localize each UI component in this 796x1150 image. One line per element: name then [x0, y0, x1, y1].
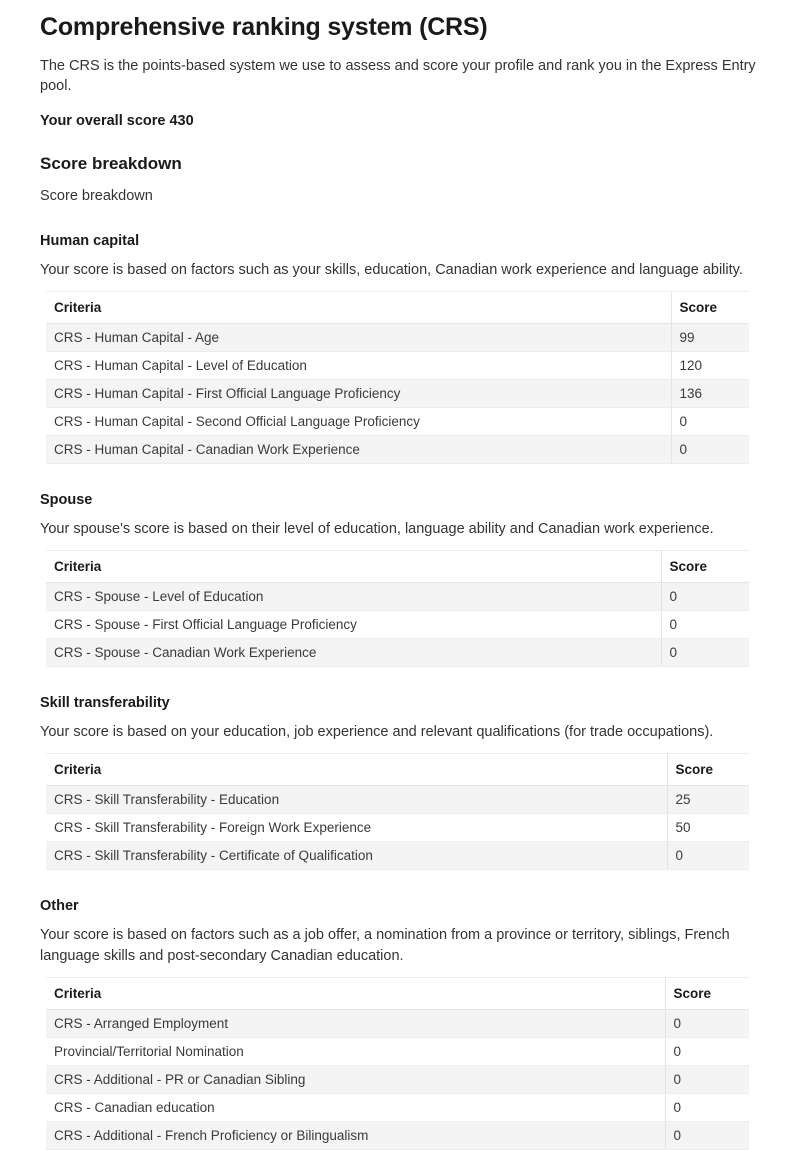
cell-criteria: CRS - Human Capital - Canadian Work Expe… [46, 435, 671, 464]
table-row: CRS - Human Capital - Canadian Work Expe… [46, 435, 749, 464]
cell-criteria: CRS - Human Capital - First Official Lan… [46, 379, 671, 408]
section-description-skill-transferability: Your score is based on your education, j… [40, 724, 714, 740]
cell-criteria: CRS - Spouse - Canadian Work Experience [46, 638, 661, 667]
score-table-human-capital: Criteria Score CRS - Human Capital - Age… [46, 291, 749, 464]
table-row: CRS - Skill Transferability - Foreign Wo… [46, 813, 749, 842]
cell-score: 120 [670, 351, 749, 380]
cell-score: 0 [670, 407, 749, 436]
column-header-criteria: Criteria [46, 753, 667, 786]
section-heading-other: Other [40, 898, 79, 914]
table-row: CRS - Spouse - Level of Education 0 [46, 582, 749, 611]
cell-score: 0 [664, 1065, 749, 1094]
cell-score: 0 [660, 582, 749, 611]
column-header-score: Score [660, 550, 749, 583]
cell-score: 0 [664, 1121, 749, 1150]
table-row: CRS - Spouse - Canadian Work Experience … [46, 638, 749, 667]
table-header-row: Criteria Score [46, 977, 749, 1010]
cell-score: 0 [660, 610, 749, 639]
cell-criteria: CRS - Spouse - First Official Language P… [46, 610, 661, 639]
cell-criteria: CRS - Canadian education [46, 1093, 665, 1122]
column-header-criteria: Criteria [46, 291, 671, 324]
cell-score: 0 [664, 1037, 749, 1066]
section-description-other: Your score is based on factors such as a… [40, 927, 730, 964]
table-row: CRS - Skill Transferability - Certificat… [46, 841, 749, 870]
table-header-row: Criteria Score [46, 291, 749, 324]
section-heading-skill-transferability: Skill transferability [40, 695, 170, 711]
table-row: CRS - Human Capital - Age 99 [46, 323, 749, 352]
column-header-score: Score [670, 291, 749, 324]
column-header-score: Score [664, 977, 749, 1010]
table-row: CRS - Canadian education 0 [46, 1093, 749, 1122]
column-header-criteria: Criteria [46, 550, 661, 583]
table-row: CRS - Spouse - First Official Language P… [46, 610, 749, 639]
table-row: CRS - Human Capital - Second Official La… [46, 407, 749, 436]
score-table-spouse: Criteria Score CRS - Spouse - Level of E… [46, 550, 749, 667]
table-row: CRS - Human Capital - First Official Lan… [46, 379, 749, 408]
cell-score: 50 [666, 813, 749, 842]
page-title: Comprehensive ranking system (CRS) [40, 13, 488, 41]
cell-criteria: CRS - Human Capital - Second Official La… [46, 407, 671, 436]
cell-criteria: CRS - Skill Transferability - Education [46, 785, 667, 814]
column-header-score: Score [666, 753, 749, 786]
score-table-skill-transferability: Criteria Score CRS - Skill Transferabili… [46, 753, 749, 870]
table-row: CRS - Additional - French Proficiency or… [46, 1121, 749, 1150]
table-row: CRS - Human Capital - Level of Education… [46, 351, 749, 380]
cell-criteria: CRS - Skill Transferability - Certificat… [46, 841, 667, 870]
score-breakdown-subheading: Score breakdown [40, 188, 153, 204]
cell-criteria: CRS - Human Capital - Age [46, 323, 671, 352]
table-row: Provincial/Territorial Nomination 0 [46, 1037, 749, 1066]
score-breakdown-heading: Score breakdown [40, 154, 182, 173]
cell-criteria: CRS - Additional - PR or Canadian Siblin… [46, 1065, 665, 1094]
cell-criteria: Provincial/Territorial Nomination [46, 1037, 665, 1066]
column-header-criteria: Criteria [46, 977, 665, 1010]
cell-score: 0 [664, 1093, 749, 1122]
cell-score: 136 [670, 379, 749, 408]
cell-criteria: CRS - Spouse - Level of Education [46, 582, 661, 611]
cell-criteria: CRS - Skill Transferability - Foreign Wo… [46, 813, 667, 842]
section-heading-human-capital: Human capital [40, 233, 140, 249]
table-header-row: Criteria Score [46, 753, 749, 786]
table-row: CRS - Additional - PR or Canadian Siblin… [46, 1065, 749, 1094]
cell-score: 25 [666, 785, 749, 814]
table-header-row: Criteria Score [46, 550, 749, 583]
section-description-spouse: Your spouse's score is based on their le… [40, 521, 714, 537]
intro-paragraph: The CRS is the points-based system we us… [40, 58, 756, 94]
cell-criteria: CRS - Additional - French Proficiency or… [46, 1121, 665, 1150]
overall-score-text: Your overall score 430 [40, 113, 194, 129]
cell-score: 99 [670, 323, 749, 352]
cell-score: 0 [666, 841, 749, 870]
table-row: CRS - Skill Transferability - Education … [46, 785, 749, 814]
cell-criteria: CRS - Human Capital - Level of Education [46, 351, 671, 380]
crs-page: Comprehensive ranking system (CRS) The C… [0, 12, 796, 1150]
score-table-other: Criteria Score CRS - Arranged Employment… [46, 977, 749, 1150]
section-heading-spouse: Spouse [40, 492, 93, 508]
cell-score: 0 [670, 435, 749, 464]
cell-score: 0 [660, 638, 749, 667]
section-description-human-capital: Your score is based on factors such as y… [40, 262, 743, 278]
